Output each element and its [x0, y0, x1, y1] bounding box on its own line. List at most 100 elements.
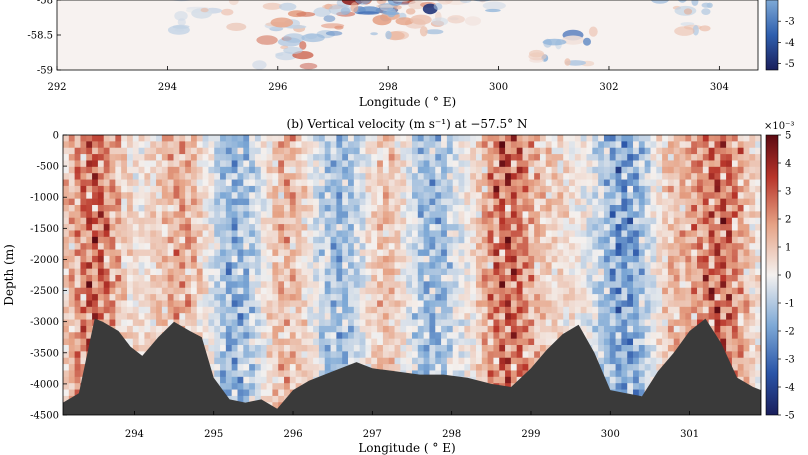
panel-b-field-cell — [237, 306, 244, 314]
panel-a-field-cell — [419, 26, 428, 37]
panel-b-field-cell — [441, 338, 448, 346]
panel-b-field-cell — [557, 325, 564, 333]
panel-b-field-cell — [475, 154, 483, 161]
panel-b-field-cell — [528, 262, 535, 270]
panel-b-field-cell — [615, 357, 622, 365]
panel-b-field-cell — [563, 306, 570, 314]
panel-b-field-cell — [627, 243, 634, 250]
panel-b-field-cell — [516, 243, 523, 250]
panel-b-field-cell — [685, 243, 692, 250]
panel-b-field-cell — [539, 294, 547, 301]
panel-b-field-cell — [278, 160, 285, 168]
panel-b-field-cell — [569, 294, 576, 301]
panel-b-field-cell — [644, 211, 651, 219]
panel-b-field-cell — [167, 135, 174, 142]
panel-b-field-cell — [388, 236, 395, 244]
panel-b-field-cell — [348, 179, 355, 187]
panel-b-field-cell — [185, 166, 192, 174]
panel-b-field-cell — [417, 192, 425, 200]
panel-b-field-cell — [272, 192, 279, 200]
panel-b-field-cell — [603, 147, 611, 155]
panel-b-field-cell — [627, 351, 634, 359]
panel-a-field-cell — [692, 25, 699, 36]
panel-b-field-cell — [231, 268, 238, 276]
panel-b-field-cell — [179, 166, 186, 174]
panel-b-field-cell — [161, 313, 169, 320]
panel-b-field-cell — [330, 313, 337, 320]
panel-b-field-cell — [522, 345, 529, 352]
panel-b-field-cell — [685, 325, 692, 333]
panel-b-field-cell — [400, 141, 407, 149]
panel-b-field-cell — [435, 243, 442, 250]
panel-b-field-cell — [667, 294, 675, 301]
panel-b-field-cell — [609, 147, 616, 155]
panel-b-field-cell — [86, 236, 93, 244]
panel-b-field-cell — [266, 255, 273, 263]
panel-b-field-cell — [499, 306, 506, 314]
panel-b-field-cell — [481, 173, 489, 180]
panel-b-field-cell — [406, 243, 413, 250]
panel-b-field-cell — [202, 192, 209, 200]
panel-b-field-cell — [464, 243, 471, 250]
panel-b-field-cell — [481, 287, 489, 295]
panel-b-field-cell — [528, 160, 535, 168]
panel-b-field-cell — [167, 166, 174, 174]
panel-b-field-cell — [423, 224, 430, 231]
panel-b-field-cell — [126, 332, 134, 340]
panel-b-field-cell — [161, 319, 169, 327]
panel-b-field-cell — [167, 255, 174, 263]
panel-b-field-cell — [662, 211, 669, 219]
panel-b-field-cell — [412, 268, 419, 276]
panel-b-field-cell — [400, 236, 407, 244]
panel-b-field-cell — [603, 287, 611, 295]
panel-b-field-cell — [388, 325, 395, 333]
panel-b-field-cell — [429, 313, 436, 320]
panel-b-field-cell — [365, 319, 372, 327]
panel-b-field-cell — [243, 230, 250, 238]
panel-b-field-cell — [534, 325, 541, 333]
panel-b-field-cell — [603, 376, 611, 384]
panel-b-field-cell — [522, 294, 529, 301]
panel-b-field-cell — [609, 319, 616, 327]
panel-b-field-cell — [441, 255, 448, 263]
panel-b-field-cell — [551, 154, 558, 161]
panel-b-field-cell — [97, 147, 105, 155]
panel-b-field-cell — [435, 351, 442, 359]
panel-b-field-cell — [254, 173, 262, 180]
panel-b-field-cell — [505, 173, 512, 180]
panel-b-field-cell — [435, 275, 442, 282]
panel-b-field-cell — [435, 160, 442, 168]
panel-b-field-cell — [254, 281, 262, 289]
panel-b-field-cell — [231, 217, 238, 225]
panel-b-field-cell — [103, 198, 110, 206]
panel-b-field-cell — [231, 192, 238, 200]
panel-b-field-cell — [307, 211, 314, 219]
panel-b-field-cell — [260, 357, 267, 365]
panel-b-field-cell — [260, 205, 267, 212]
panel-b-field-cell — [505, 192, 512, 200]
panel-b-field-cell — [429, 236, 436, 244]
panel-b-field-cell — [516, 160, 523, 168]
panel-b-field-cell — [638, 306, 646, 314]
panel-b-field-cell — [691, 224, 698, 231]
panel-b-field-cell — [156, 230, 163, 238]
panel-b-field-cell — [237, 364, 244, 371]
panel-b-field-cell — [557, 287, 564, 295]
panel-b-field-cell — [673, 135, 680, 142]
panel-b-field-cell — [446, 236, 454, 244]
panel-b-field-cell — [377, 236, 384, 244]
panel-b-field-cell — [249, 205, 256, 212]
panel-b-field-cell — [382, 141, 390, 149]
panel-b-field-cell — [417, 211, 425, 219]
panel-b-field-cell — [185, 173, 192, 180]
panel-b-field-cell — [97, 294, 105, 301]
panel-b-field-cell — [365, 160, 372, 168]
panel-b-field-cell — [348, 166, 355, 174]
panel-b-field-cell — [691, 154, 698, 161]
panel-b-field-cell — [266, 389, 273, 397]
panel-b-field-cell — [342, 255, 349, 263]
panel-b-field-cell — [441, 275, 448, 282]
panel-b-field-cell — [522, 243, 529, 250]
panel-b-field-cell — [598, 268, 605, 276]
panel-b-field-cell — [330, 147, 337, 155]
